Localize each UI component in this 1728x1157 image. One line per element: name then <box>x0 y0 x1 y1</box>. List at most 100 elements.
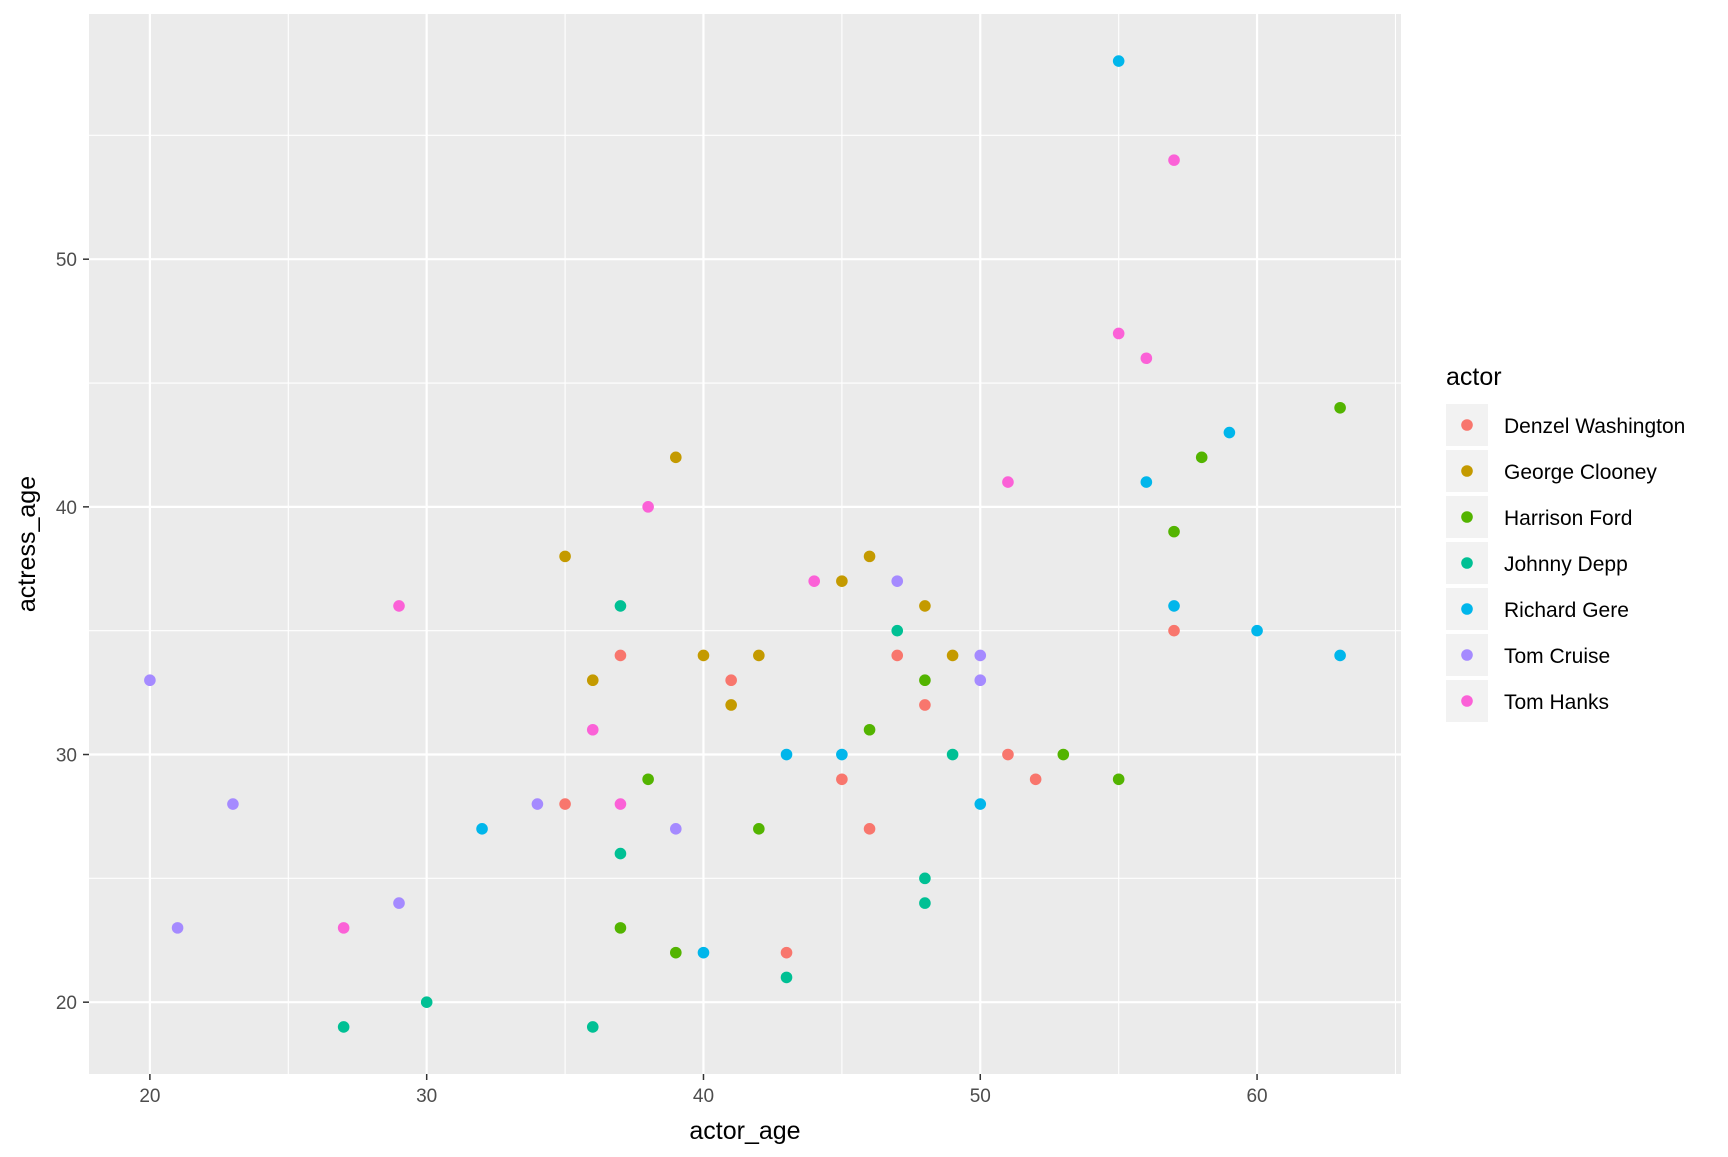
point-denzel-washington <box>1029 773 1042 786</box>
x-axis-ticks: 20 30 40 50 60 <box>139 1074 1268 1107</box>
point-tom-cruise <box>974 649 987 662</box>
legend-label-tom-cruise: Tom Cruise <box>1504 645 1610 668</box>
point-george-clooney <box>586 674 599 687</box>
point-harrison-ford <box>1195 451 1208 464</box>
point-george-clooney <box>670 451 682 464</box>
point-tom-cruise <box>393 897 405 909</box>
point-tom-hanks <box>337 922 350 934</box>
point-tom-cruise <box>974 674 987 687</box>
y-tick-label: 50 <box>56 250 77 271</box>
point-tom-cruise <box>171 922 184 934</box>
point-denzel-washington <box>863 823 876 835</box>
point-denzel-washington <box>836 773 848 786</box>
point-harrison-ford <box>1112 773 1125 786</box>
y-tick-label: 20 <box>56 993 77 1014</box>
legend-marker-denzel-washington <box>1461 419 1473 431</box>
x-tick-label: 60 <box>1246 1086 1267 1107</box>
y-tick-label: 40 <box>56 498 77 519</box>
point-richard-gere <box>1140 476 1153 488</box>
x-tick-label: 40 <box>693 1086 714 1107</box>
point-johnny-depp <box>420 996 433 1008</box>
point-johnny-depp <box>891 624 904 637</box>
point-george-clooney <box>559 550 571 563</box>
point-tom-hanks <box>393 600 405 612</box>
x-tick-label: 30 <box>416 1086 437 1107</box>
point-richard-gere <box>1223 426 1236 439</box>
point-denzel-washington <box>891 649 904 662</box>
point-tom-hanks <box>1112 327 1125 340</box>
legend-marker-tom-hanks <box>1461 695 1473 707</box>
point-george-clooney <box>753 649 765 662</box>
point-harrison-ford <box>1168 525 1180 538</box>
point-george-clooney <box>725 699 737 711</box>
point-tom-hanks <box>1168 154 1180 166</box>
x-tick-label: 20 <box>139 1086 160 1107</box>
point-johnny-depp <box>586 1021 599 1033</box>
point-harrison-ford <box>670 946 682 959</box>
legend-title: actor <box>1446 363 1502 391</box>
minor-gridlines <box>89 14 1401 1074</box>
legend-label-denzel-washington: Denzel Washington <box>1504 415 1685 438</box>
point-richard-gere <box>697 946 710 959</box>
point-george-clooney <box>697 649 710 662</box>
legend-marker-tom-cruise <box>1461 649 1473 661</box>
data-points <box>144 55 1346 1033</box>
point-harrison-ford <box>919 674 931 687</box>
legend-marker-johnny-depp <box>1461 557 1473 569</box>
major-gridlines <box>89 14 1401 1074</box>
point-george-clooney <box>919 600 931 612</box>
legend-label-richard-gere: Richard Gere <box>1504 599 1629 622</box>
point-denzel-washington <box>1168 624 1180 637</box>
legend: Denzel Washington George Clooney Harrison … <box>1446 404 1685 722</box>
legend-marker-richard-gere <box>1461 603 1473 615</box>
point-richard-gere <box>974 798 987 810</box>
point-tom-cruise <box>531 798 544 810</box>
point-richard-gere <box>1112 55 1125 67</box>
point-johnny-depp <box>337 1021 350 1033</box>
point-richard-gere <box>836 748 848 761</box>
point-george-clooney <box>863 550 876 563</box>
legend-label-tom-hanks: Tom Hanks <box>1504 691 1609 714</box>
point-tom-cruise <box>670 823 682 835</box>
point-tom-hanks <box>1140 352 1153 365</box>
point-richard-gere <box>1251 624 1263 637</box>
point-johnny-depp <box>919 872 931 885</box>
point-johnny-depp <box>614 847 627 860</box>
point-tom-hanks <box>1002 476 1014 488</box>
point-johnny-depp <box>919 897 931 909</box>
y-axis-ticks: 20 30 40 50 <box>56 250 89 1014</box>
point-harrison-ford <box>863 723 876 736</box>
x-tick-label: 50 <box>970 1086 991 1107</box>
point-denzel-washington <box>614 649 627 662</box>
point-harrison-ford <box>1334 401 1346 414</box>
y-axis-title: actress_age <box>13 476 41 612</box>
point-denzel-washington <box>559 798 571 810</box>
point-denzel-washington <box>725 674 737 687</box>
point-tom-cruise <box>891 575 904 587</box>
point-johnny-depp <box>614 600 627 612</box>
legend-marker-harrison-ford <box>1461 511 1473 523</box>
point-richard-gere <box>476 823 488 835</box>
point-harrison-ford <box>1057 748 1070 761</box>
plot-panel <box>89 14 1401 1074</box>
point-tom-cruise <box>227 798 239 810</box>
point-richard-gere <box>1168 600 1180 612</box>
legend-label-harrison-ford: Harrison Ford <box>1504 507 1632 530</box>
legend-label-johnny-depp: Johnny Depp <box>1504 553 1628 576</box>
point-tom-cruise <box>144 674 156 687</box>
point-harrison-ford <box>614 922 627 934</box>
point-tom-hanks <box>642 501 654 513</box>
point-harrison-ford <box>642 773 654 786</box>
point-tom-hanks <box>614 798 627 810</box>
point-richard-gere <box>1334 649 1346 662</box>
point-denzel-washington <box>780 946 793 959</box>
point-tom-hanks <box>808 575 820 587</box>
point-denzel-washington <box>919 699 931 711</box>
point-denzel-washington <box>1002 748 1014 761</box>
point-johnny-depp <box>780 971 793 984</box>
point-george-clooney <box>946 649 959 662</box>
legend-label-george-clooney: George Clooney <box>1504 461 1657 484</box>
point-harrison-ford <box>753 823 765 835</box>
